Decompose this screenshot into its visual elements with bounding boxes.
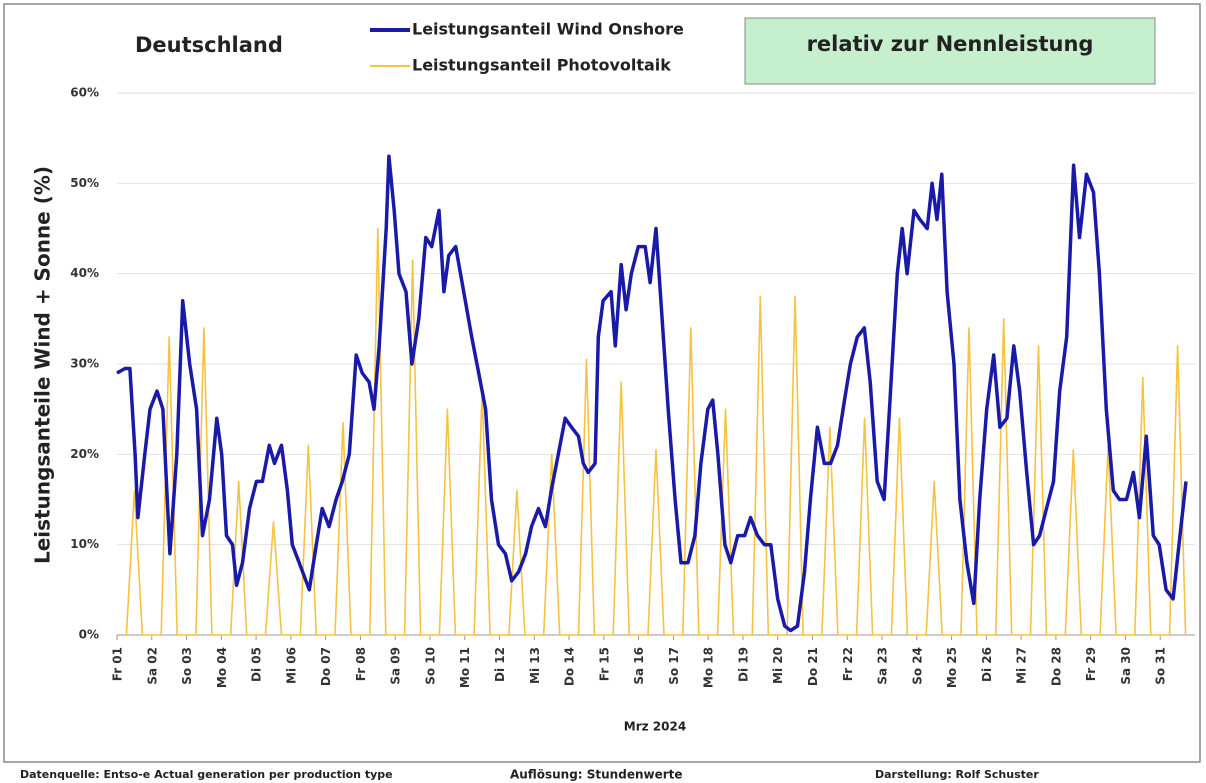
- x-tick-label: So 10: [423, 647, 437, 685]
- legend-label: Leistungsanteil Wind Onshore: [412, 20, 684, 39]
- x-tick-label: Mi 13: [528, 647, 542, 684]
- legend-label: Leistungsanteil Photovoltaik: [412, 56, 671, 75]
- y-tick-label: 0%: [79, 628, 99, 642]
- x-tick-label: Di 12: [493, 647, 507, 682]
- x-tick-label: Sa 30: [1119, 647, 1133, 685]
- x-tick-label: Fr 15: [597, 647, 611, 681]
- x-tick-label: Fr 29: [1084, 647, 1098, 681]
- x-tick-label: Do 07: [319, 647, 333, 686]
- x-tick-label: Sa 23: [876, 647, 890, 685]
- x-tick-label: Mi 06: [284, 647, 298, 684]
- x-tick-label: Mo 11: [458, 647, 472, 688]
- y-tick-label: 30%: [70, 357, 99, 371]
- x-tick-label: Fr 01: [111, 647, 125, 681]
- x-tick-label: Do 28: [1049, 647, 1063, 686]
- subtitle-box: [744, 17, 1156, 85]
- x-tick-label: Do 21: [806, 647, 820, 686]
- y-tick-label: 10%: [70, 537, 99, 551]
- x-tick-label: Fr 22: [841, 647, 855, 681]
- footer-source: Datenquelle: Entso-e Actual generation p…: [20, 768, 393, 781]
- footer-resolution: Auflösung: Stundenwerte: [510, 768, 683, 782]
- x-axis-label: Mrz 2024: [624, 720, 686, 734]
- x-tick-label: Fr 08: [354, 647, 368, 681]
- y-axis-label: Leistungsanteile Wind + Sonne (%): [31, 166, 55, 564]
- x-tick-label: So 03: [180, 647, 194, 685]
- y-tick-label: 60%: [70, 86, 99, 100]
- x-tick-label: So 24: [910, 647, 924, 685]
- x-tick-label: Mo 04: [215, 647, 229, 688]
- x-tick-label: Sa 09: [389, 647, 403, 685]
- x-tick-label: Di 05: [250, 647, 264, 682]
- y-tick-label: 20%: [70, 447, 99, 461]
- y-tick-label: 40%: [70, 266, 99, 280]
- x-tick-label: Mi 27: [1015, 647, 1029, 684]
- x-tick-label: Mo 25: [945, 647, 959, 688]
- chart-title: Deutschland: [135, 33, 283, 57]
- x-tick-label: Do 14: [563, 647, 577, 686]
- x-tick-label: So 17: [667, 647, 681, 685]
- x-tick-label: Mo 18: [702, 647, 716, 688]
- x-tick-label: Di 19: [736, 647, 750, 682]
- x-tick-label: Sa 16: [632, 647, 646, 685]
- x-tick-label: Mi 20: [771, 647, 785, 684]
- x-tick-label: So 31: [1154, 647, 1168, 685]
- x-tick-label: Sa 02: [145, 647, 159, 685]
- footer-author: Darstellung: Rolf Schuster: [875, 768, 1039, 781]
- y-tick-label: 50%: [70, 176, 99, 190]
- series-line: [116, 154, 1188, 633]
- subtitle: relativ zur Nennleistung: [807, 32, 1094, 56]
- x-tick-label: Di 26: [980, 647, 994, 682]
